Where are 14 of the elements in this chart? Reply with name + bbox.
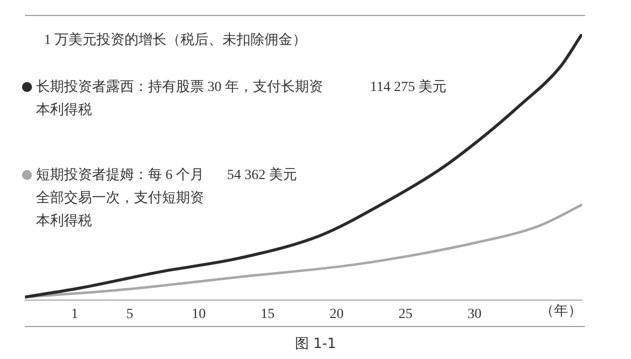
x-tick-label: 30 — [467, 307, 482, 322]
annotation: 54 362 美元 — [227, 166, 297, 185]
caption: 图 1-1 — [294, 335, 338, 354]
annotation: 114 275 美元 — [370, 78, 446, 97]
x-tick-label: 5 — [126, 307, 134, 322]
x-tick-label: 1 — [71, 307, 78, 322]
x-tick-label: 20 — [330, 307, 344, 322]
x-tick-label: 10 — [192, 307, 206, 322]
legend-label: 短期投资者提姆：每 6 个月全部交易一次，支付短期资本利得税 — [36, 166, 205, 231]
legend-label: 长期投资者露西：持有股票 30 年，支付长期资本利得税 — [36, 78, 324, 120]
x-axis-title: （年） — [540, 302, 582, 321]
x-tick-label: 25 — [398, 307, 413, 322]
x-tick-label: 15 — [260, 307, 275, 322]
chart-title: 1 万美元投资的增长（税后、未扣除佣金） — [44, 31, 306, 50]
